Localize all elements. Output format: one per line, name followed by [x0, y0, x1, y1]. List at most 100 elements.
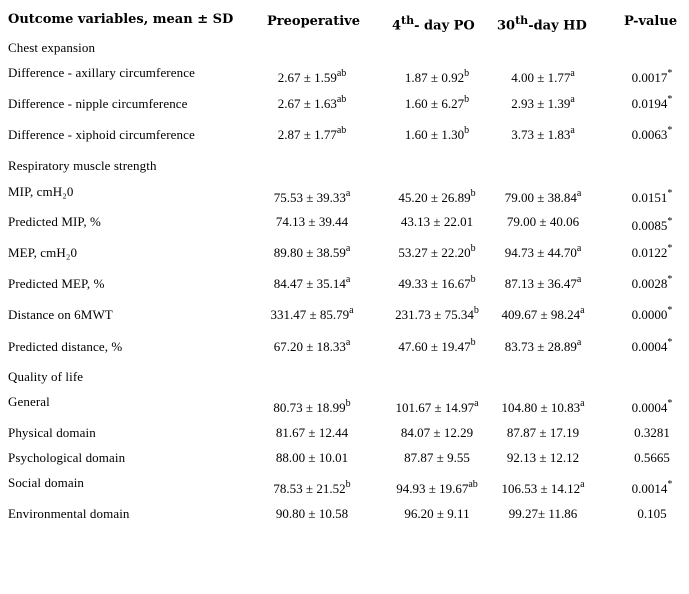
value-cell: 92.13 ± 12.12	[507, 450, 579, 466]
row-label: Predicted distance, %	[8, 339, 123, 354]
significance-superscript: ab	[336, 94, 347, 105]
significance-superscript: *	[667, 68, 673, 79]
section-heading: Quality of life	[8, 369, 84, 384]
header-30th-day: 30th-day HD	[497, 14, 587, 33]
row-label: MEP, cmH₂0	[8, 245, 78, 260]
value-cell: 3.73 ± 1.83a	[511, 126, 575, 143]
significance-superscript: a	[345, 274, 351, 285]
cell-value: 0.3281	[634, 425, 670, 440]
row-label: General	[8, 394, 50, 409]
cell-value: 79.00 ± 38.84	[504, 190, 577, 205]
p-value-cell: 0.0014*	[632, 479, 673, 497]
significance-superscript: *	[667, 125, 673, 136]
value-cell: 2.67 ± 1.63ab	[277, 94, 347, 112]
row-label: Difference - axillary circumference	[8, 65, 195, 80]
significance-superscript: a	[576, 337, 582, 348]
section-heading: Respiratory muscle strength	[8, 158, 157, 173]
header-outcome: Outcome variables, mean ± SD	[8, 12, 234, 27]
cell-value: 331.47 ± 85.79	[270, 307, 350, 322]
significance-superscript: a	[345, 243, 351, 254]
cell-value: 83.73 ± 28.89	[504, 339, 577, 354]
value-cell: 104.80 ± 10.83a	[501, 398, 585, 416]
value-cell: 88.00 ± 10.01	[276, 450, 348, 466]
value-cell: 83.73 ± 28.89a	[504, 337, 582, 355]
cell-value: 80.73 ± 18.99	[273, 400, 346, 415]
cell-value: 84.07 ± 12.29	[400, 425, 474, 440]
header-p-value: P-value	[624, 14, 678, 29]
value-cell: 47.60 ± 19.47b	[398, 338, 475, 355]
value-cell: 106.53 ± 14.12a	[501, 479, 585, 497]
value-cell: 43.13 ± 22.01	[401, 214, 473, 230]
section-heading: Chest expansion	[8, 40, 96, 55]
cell-value: 0.0028	[631, 276, 668, 291]
row-label: Psychological domain	[8, 450, 126, 465]
cell-value: 90.80 ± 10.58	[275, 506, 349, 521]
p-value-cell: 0.0000*	[631, 306, 673, 323]
cell-value: 0.0194	[631, 96, 668, 111]
header-4th-sup: th	[401, 14, 415, 27]
cell-value: 79.00 ± 40.06	[506, 214, 580, 229]
cell-value: 2.67 ± 1.63	[277, 96, 337, 111]
cell-value: 106.53 ± 14.12	[501, 481, 581, 496]
row-label: Predicted MIP, %	[8, 214, 101, 229]
value-cell: 231.73 ± 75.34b	[395, 306, 479, 323]
cell-value: 78.53 ± 21.52	[273, 481, 346, 496]
cell-value: 94.73 ± 44.70	[504, 245, 577, 260]
cell-value: 87.87 ± 9.55	[404, 450, 470, 465]
significance-superscript: a	[576, 188, 582, 199]
significance-superscript: a	[580, 305, 585, 316]
cell-value: 87.87 ± 17.19	[506, 425, 580, 440]
cell-value: 4.00 ± 1.77	[511, 70, 571, 85]
significance-superscript: a	[580, 479, 585, 490]
cell-value: 101.67 ± 14.97	[395, 400, 475, 415]
significance-superscript: *	[667, 243, 673, 254]
significance-superscript: *	[667, 479, 673, 490]
p-value-cell: 0.105	[637, 506, 666, 522]
cell-value: 0.0122	[631, 245, 668, 260]
significance-superscript: a	[576, 274, 582, 285]
significance-superscript: b	[470, 274, 476, 285]
value-cell: 81.67 ± 12.44	[276, 425, 348, 441]
significance-superscript: *	[667, 398, 673, 409]
p-value-cell: 0.0017*	[631, 68, 673, 86]
cell-value: 47.60 ± 19.47	[398, 339, 471, 354]
p-value-cell: 0.0004*	[632, 398, 673, 416]
p-value-cell: 0.0151*	[632, 189, 673, 206]
value-cell: 78.53 ± 21.52b	[273, 480, 350, 497]
value-cell: 53.27 ± 22.20b	[398, 244, 475, 261]
header-4th-day: 4th- day PO	[392, 14, 475, 33]
p-value-cell: 0.0085*	[631, 217, 673, 234]
significance-superscript: a	[580, 398, 585, 409]
significance-superscript: a	[570, 68, 575, 79]
significance-superscript: *	[667, 94, 673, 105]
header-preoperative: Preoperative	[267, 14, 360, 29]
value-cell: 94.73 ± 44.70a	[504, 244, 582, 261]
value-cell: 94.93 ± 19.67ab	[396, 479, 478, 497]
cell-value: 0.0000	[631, 307, 668, 322]
value-cell: 2.87 ± 1.77ab	[278, 126, 347, 143]
value-cell: 87.13 ± 36.47a	[505, 274, 582, 292]
p-value-cell: 0.0194*	[631, 94, 673, 112]
value-cell: 75.53 ± 39.33a	[274, 189, 351, 206]
cell-value: 0.0063	[631, 127, 668, 142]
value-cell: 1.60 ± 6.27b	[405, 94, 470, 112]
significance-superscript: ab	[468, 479, 478, 490]
row-label: Physical domain	[8, 425, 96, 440]
value-cell: 101.67 ± 14.97a	[395, 399, 478, 416]
cell-value: 0.0085	[631, 218, 668, 233]
value-cell: 1.87 ± 0.92b	[405, 69, 469, 86]
value-cell: 2.93 ± 1.39a	[511, 95, 575, 112]
value-cell: 409.67 ± 98.24a	[501, 305, 585, 323]
cell-value: 104.80 ± 10.83	[501, 400, 581, 415]
p-value-cell: 0.0028*	[631, 275, 673, 292]
value-cell: 67.20 ± 18.33a	[274, 338, 351, 355]
header-4th-num: 4	[392, 18, 402, 34]
cell-value: 84.47 ± 35.14	[273, 276, 346, 291]
cell-value: 99.27± 11.86	[508, 506, 578, 521]
significance-superscript: b	[464, 94, 470, 105]
cell-value: 0.0017	[631, 70, 668, 85]
row-label: MIP, cmH₂0	[8, 184, 74, 199]
cell-value: 92.13 ± 12.12	[506, 450, 580, 465]
row-label: Environmental domain	[8, 506, 130, 521]
row-label: Distance on 6MWT	[8, 307, 113, 322]
